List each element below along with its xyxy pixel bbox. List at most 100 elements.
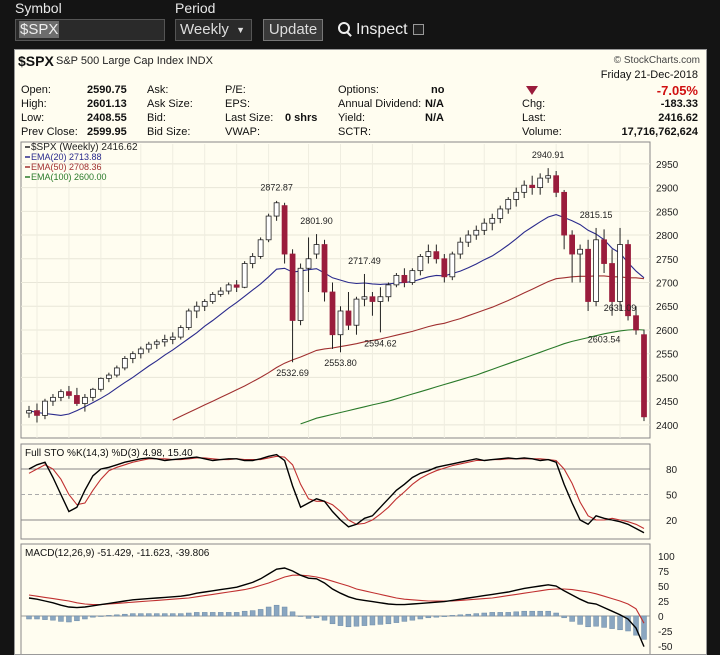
macd-histogram-bar	[329, 615, 336, 625]
sto-k-line	[28, 453, 645, 534]
ema100-line	[300, 328, 645, 425]
inspect-checkbox[interactable]	[412, 24, 424, 36]
macd-histogram-bar	[193, 612, 200, 617]
eps-label: EPS:	[225, 98, 251, 110]
macd-histogram-bar	[489, 612, 495, 617]
macd-histogram-bar	[74, 615, 80, 622]
candle-down	[601, 239, 607, 264]
candle-up	[217, 290, 224, 295]
candle-up	[337, 310, 344, 336]
low-label: Low:	[21, 112, 45, 124]
candle-up	[121, 358, 128, 369]
candle-up	[593, 239, 599, 302]
candle-up	[617, 244, 623, 302]
macd-histogram-bar	[162, 613, 168, 617]
pct-change: -7.05%	[656, 83, 698, 98]
toolbar: Symbol $SPX Period Weekly ▼ Update Inspec…	[0, 0, 720, 48]
macd-histogram-bar	[249, 610, 256, 617]
macd-histogram-bar	[138, 613, 144, 617]
candle-up	[249, 256, 256, 264]
price-annotation: 2532.69	[276, 368, 309, 378]
macd-histogram-bar	[513, 611, 519, 617]
price-y-tick: 2850	[656, 207, 679, 218]
volume-value: 17,716,762,624	[621, 126, 698, 138]
chart-svg: 2400245025002550260026502700275028002850…	[20, 141, 679, 654]
price-y-tick: 2500	[656, 373, 679, 384]
candle-up	[361, 296, 368, 300]
sto-d-line	[28, 455, 645, 529]
last-value: 2416.62	[658, 112, 698, 124]
candle-up	[50, 396, 56, 402]
macd-histogram-bar	[497, 612, 503, 617]
macd-histogram-bar	[385, 615, 392, 625]
last-size-value: 0 shrs	[285, 112, 318, 124]
macd-histogram-bar	[58, 615, 64, 622]
candle-down	[433, 251, 440, 260]
candle-up	[90, 388, 96, 398]
candle-up	[193, 305, 200, 312]
macd-histogram-bar	[154, 613, 160, 617]
stochastic-pane: 20 50 80 Full STO %K(14,3) %D(3) 4.98, 15.4…	[20, 443, 678, 540]
candle-down	[74, 395, 80, 404]
dividend-value: N/A	[425, 98, 444, 110]
high-value: 2601.13	[87, 98, 127, 110]
macd-histogram-bar	[26, 615, 32, 620]
price-y-tick: 2700	[656, 279, 679, 290]
macd-histogram-bar	[106, 615, 112, 617]
low-value: 2408.55	[87, 112, 127, 124]
update-button[interactable]: Update	[263, 19, 323, 41]
macd-histogram-bar	[369, 615, 376, 626]
candle-up	[385, 284, 392, 298]
macd-y-tick: 100	[658, 552, 675, 563]
macd-histogram-bar	[529, 610, 535, 617]
candle-up	[185, 310, 192, 328]
macd-histogram-bar	[377, 615, 384, 625]
yield-value: N/A	[425, 112, 444, 124]
macd-histogram-bar	[313, 615, 320, 619]
price-pane: 2400 2450 2500 2550 2600 2650 2700 2750 2800 2850…	[20, 141, 679, 454]
chart-name: S&P 500 Large Cap Index INDX	[56, 55, 213, 67]
candle-up	[26, 410, 32, 414]
candle-down	[569, 234, 575, 255]
symbol-input[interactable]: $SPX	[15, 19, 165, 41]
macd-histogram-bar	[34, 615, 40, 620]
legend-item: EMA(20) 2713.88	[31, 152, 102, 162]
macd-histogram-bar	[481, 612, 487, 617]
candle-down	[289, 253, 296, 321]
macd-histogram-bar	[353, 615, 360, 627]
macd-histogram-bar	[122, 613, 128, 617]
macd-histogram-bar	[146, 613, 152, 617]
candle-up	[409, 270, 416, 283]
macd-histogram-bar	[465, 613, 472, 617]
candle-up	[537, 177, 544, 188]
candle-up	[481, 222, 488, 231]
chart-symbol: $SPX	[18, 53, 54, 69]
candle-up	[241, 263, 248, 288]
macd-histogram-bar	[361, 615, 368, 626]
macd-histogram-bar	[130, 613, 136, 617]
macd-histogram-bar	[593, 615, 599, 627]
price-annotation: 2631.09	[604, 303, 637, 313]
macd-histogram-bar	[449, 615, 456, 617]
macd-histogram-bar	[577, 615, 583, 625]
macd-y-tick: -25	[658, 627, 673, 638]
macd-histogram-bar	[90, 615, 96, 618]
dividend-label: Annual Dividend:	[338, 98, 422, 110]
inspect-toggle[interactable]: Inspect	[338, 19, 424, 41]
candle-up	[473, 229, 480, 236]
open-value: 2590.75	[87, 84, 127, 96]
candle-up	[489, 218, 496, 224]
candle-up	[169, 336, 176, 340]
macd-line	[28, 567, 645, 647]
candle-down	[585, 248, 591, 302]
price-y-tick: 2650	[656, 302, 679, 313]
candle-down	[561, 191, 568, 236]
candle-up	[129, 353, 136, 359]
candle-down	[34, 410, 40, 416]
candle-up	[449, 253, 456, 278]
period-select[interactable]: Weekly ▼	[175, 19, 252, 41]
candle-up	[161, 339, 168, 343]
macd-histogram-bar	[425, 615, 432, 619]
macd-histogram-bar	[545, 610, 551, 617]
price-annotation: 2594.62	[364, 339, 397, 349]
